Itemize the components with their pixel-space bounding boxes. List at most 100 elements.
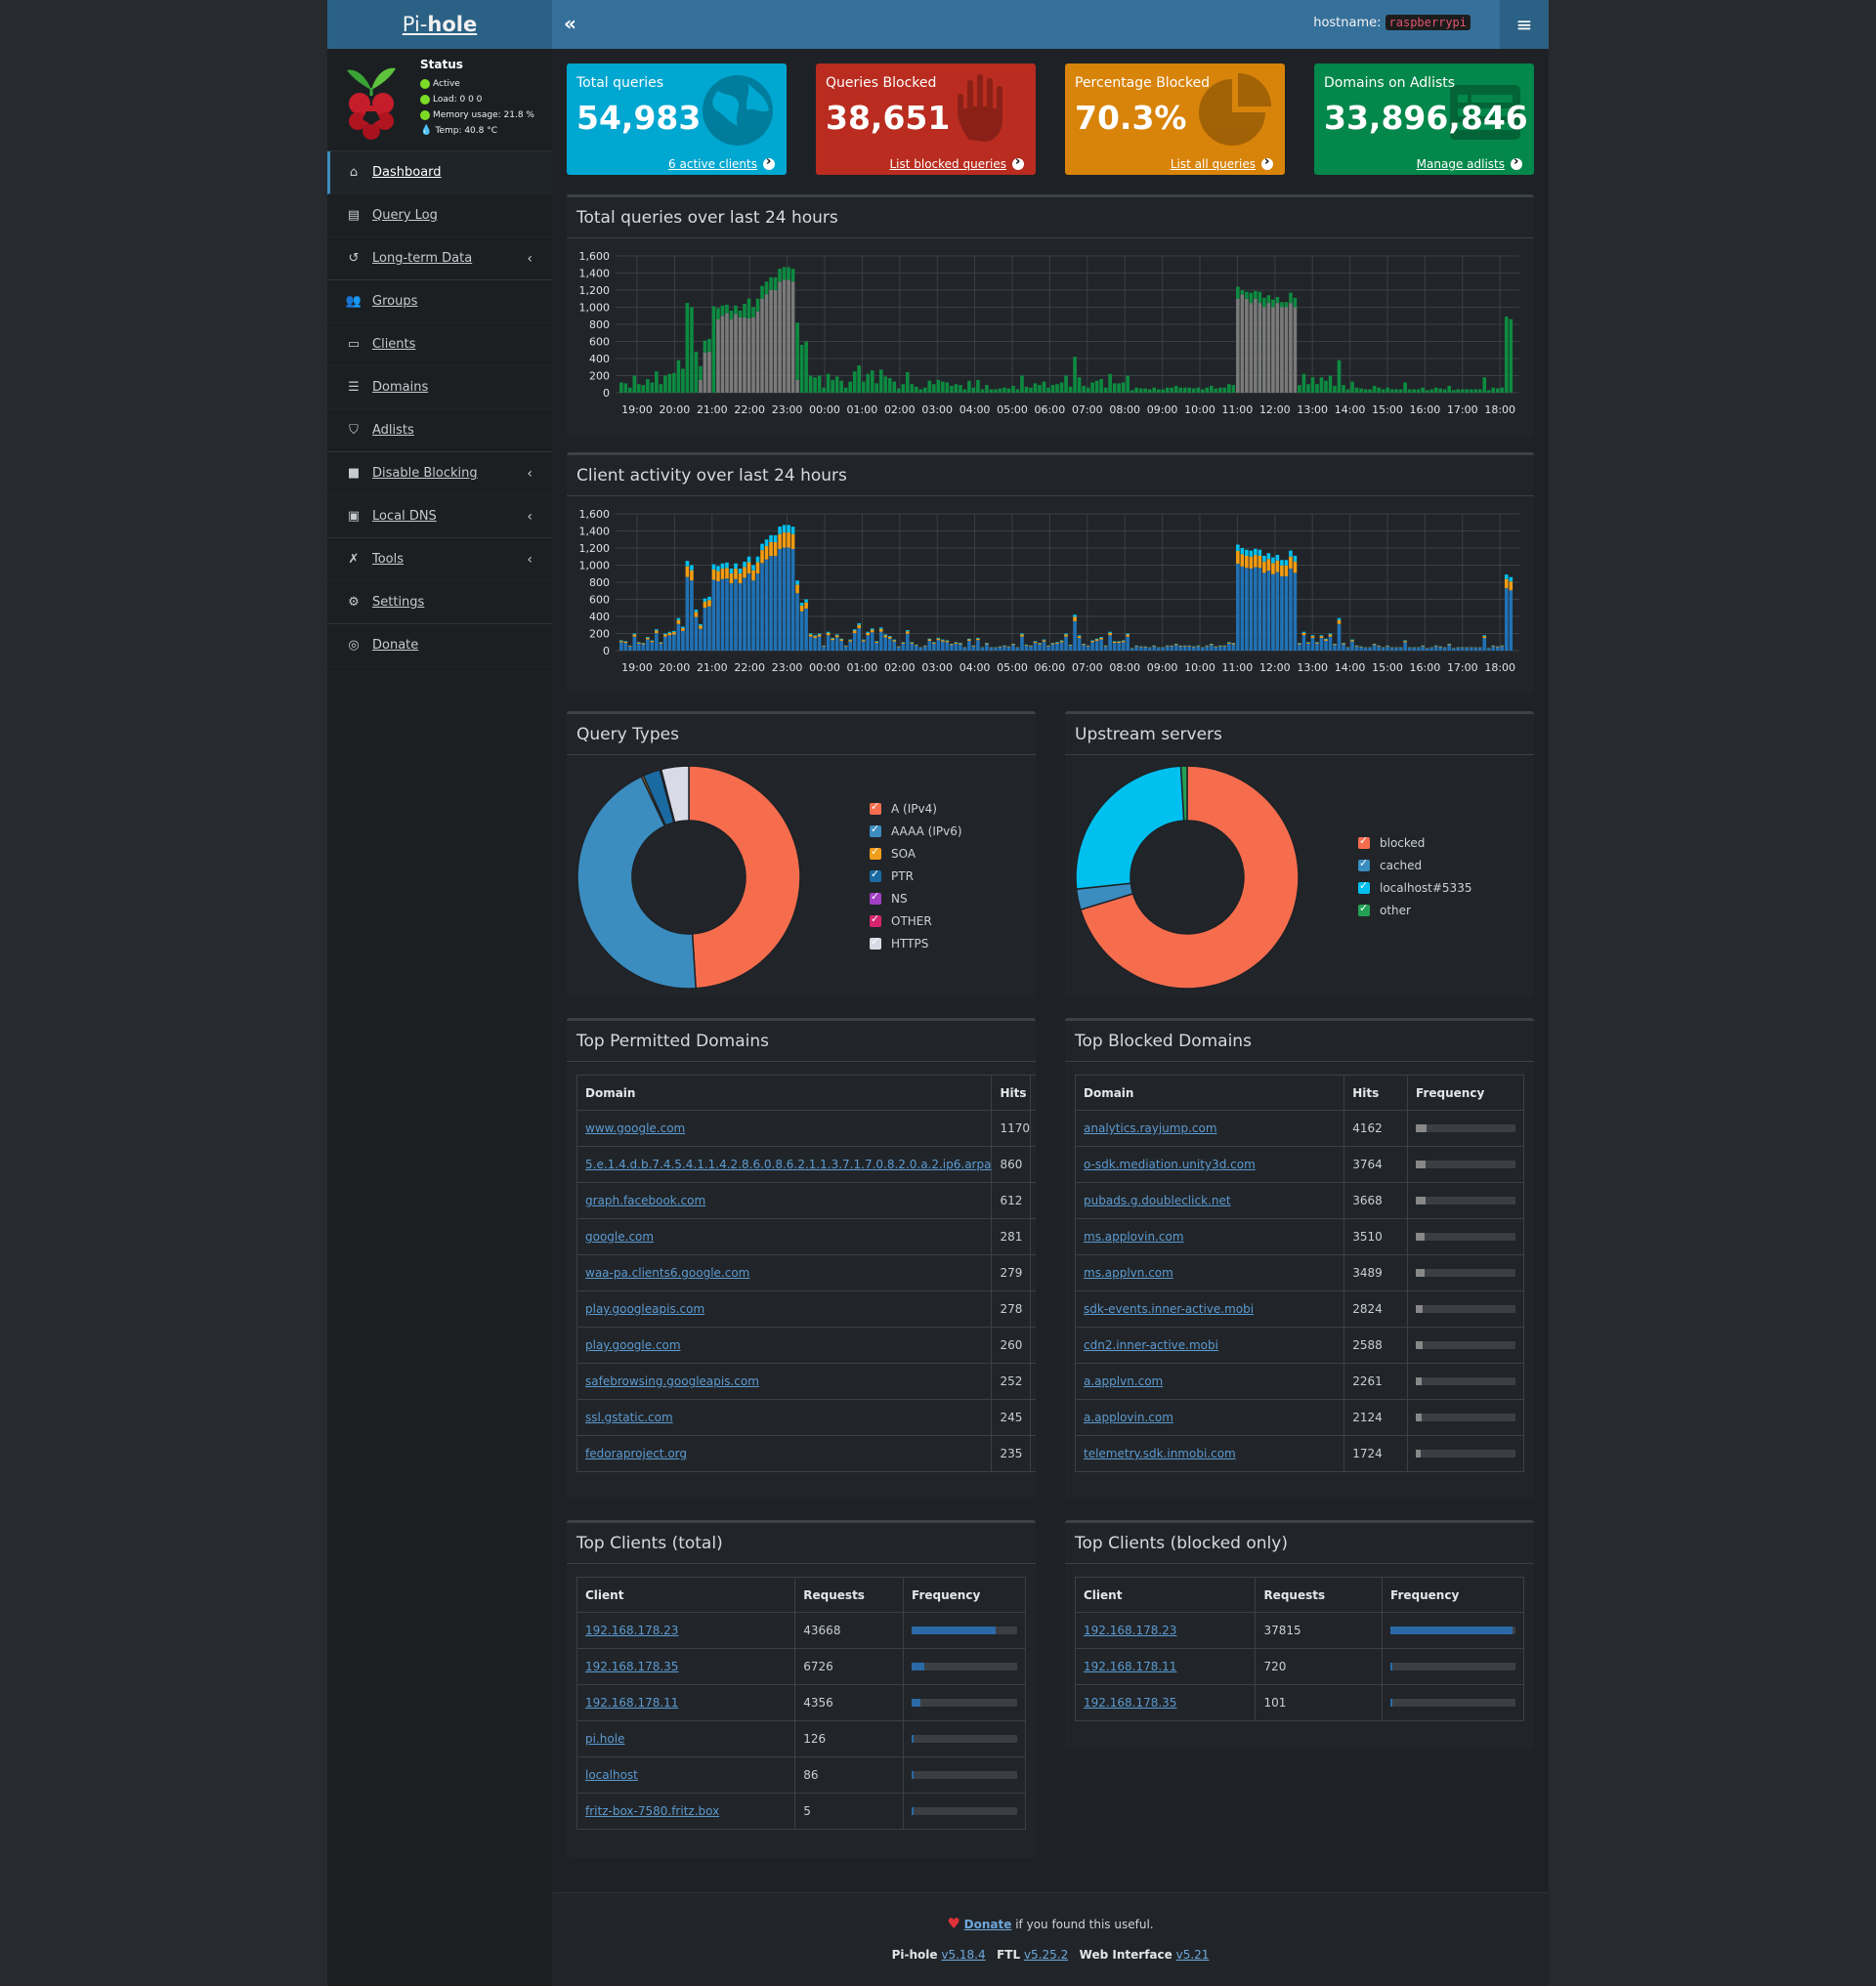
bar-permitted[interactable] <box>1011 386 1015 393</box>
bar-client-activity[interactable] <box>1359 647 1363 651</box>
row-link[interactable]: graph.facebook.com <box>585 1194 706 1207</box>
legend-checkbox-icon[interactable] <box>870 912 881 927</box>
bar-permitted[interactable] <box>1196 387 1201 393</box>
bar-client-activity[interactable] <box>980 648 985 651</box>
legend-item[interactable]: blocked <box>1358 831 1471 854</box>
bar-client-activity[interactable] <box>1033 641 1038 642</box>
bar-client-activity[interactable] <box>954 643 959 651</box>
bar-client-activity[interactable] <box>738 569 743 574</box>
bar-client-activity[interactable] <box>1249 569 1254 651</box>
bar-client-activity[interactable] <box>1254 555 1258 568</box>
bar-client-activity[interactable] <box>1073 614 1077 617</box>
bar-permitted[interactable] <box>795 322 799 380</box>
bar-client-activity[interactable] <box>672 630 676 633</box>
bar-client-activity[interactable] <box>1006 647 1011 651</box>
bar-client-activity[interactable] <box>1020 636 1024 651</box>
bar-permitted[interactable] <box>1240 290 1245 295</box>
sidebar-item-long-term-data[interactable]: ↺ Long-term Data ‹ <box>327 237 552 280</box>
bar-client-activity[interactable] <box>641 643 646 645</box>
bar-client-activity[interactable] <box>1196 646 1201 651</box>
bar-client-activity[interactable] <box>1042 640 1046 642</box>
bar-permitted[interactable] <box>650 382 655 394</box>
bar-client-activity[interactable] <box>1064 636 1068 651</box>
bar-client-activity[interactable] <box>799 611 804 651</box>
bar-client-activity[interactable] <box>1310 636 1315 639</box>
bar-client-activity[interactable] <box>637 643 641 651</box>
bar-permitted[interactable] <box>1306 384 1310 393</box>
bar-client-activity[interactable] <box>878 627 883 629</box>
bar-permitted[interactable] <box>1024 386 1029 393</box>
bar-client-activity[interactable] <box>1284 565 1289 576</box>
bar-blocked[interactable] <box>773 290 778 393</box>
bar-permitted[interactable] <box>773 276 778 290</box>
bar-permitted[interactable] <box>1077 377 1082 393</box>
bar-client-activity[interactable] <box>1138 646 1143 648</box>
bar-blocked[interactable] <box>1240 294 1245 393</box>
bar-client-activity[interactable] <box>1050 643 1055 645</box>
bar-client-activity[interactable] <box>1447 645 1451 651</box>
bar-permitted[interactable] <box>1170 387 1174 393</box>
bar-client-activity[interactable] <box>1377 646 1381 647</box>
bar-client-activity[interactable] <box>1254 548 1258 556</box>
bar-blocked[interactable] <box>1275 303 1280 393</box>
bar-permitted[interactable] <box>950 386 954 393</box>
bar-client-activity[interactable] <box>1090 642 1094 651</box>
legend-checkbox-icon[interactable] <box>870 800 881 815</box>
bar-permitted[interactable] <box>787 267 790 280</box>
bar-client-activity[interactable] <box>1055 642 1059 644</box>
bar-client-activity[interactable] <box>901 642 906 643</box>
bar-client-activity[interactable] <box>1359 646 1363 648</box>
bar-client-activity[interactable] <box>813 638 817 651</box>
legend-item[interactable]: SOA <box>870 842 962 865</box>
bar-client-activity[interactable] <box>1222 646 1227 651</box>
bar-client-activity[interactable] <box>1064 634 1068 637</box>
bar-permitted[interactable] <box>1187 387 1192 393</box>
bar-client-activity[interactable] <box>632 636 637 651</box>
bar-client-activity[interactable] <box>826 635 831 651</box>
bar-permitted[interactable] <box>813 377 817 393</box>
bar-client-activity[interactable] <box>1482 636 1487 639</box>
bar-permitted[interactable] <box>808 375 813 394</box>
bar-client-activity[interactable] <box>1015 648 1020 651</box>
bar-client-activity[interactable] <box>637 642 641 644</box>
row-link[interactable]: play.googleapis.com <box>585 1302 705 1316</box>
bar-permitted[interactable] <box>1191 388 1196 393</box>
bar-client-activity[interactable] <box>659 643 663 651</box>
list-blocked-queries-link[interactable]: List blocked queries <box>889 154 1024 171</box>
bar-blocked[interactable] <box>790 281 795 393</box>
bar-client-activity[interactable] <box>852 629 857 631</box>
bar-client-activity[interactable] <box>1350 640 1354 642</box>
bar-client-activity[interactable] <box>959 644 962 651</box>
bar-client-activity[interactable] <box>795 580 799 585</box>
column-header-domain[interactable]: Domain <box>1074 1075 1345 1111</box>
bar-client-activity[interactable] <box>746 562 751 574</box>
column-header-client[interactable]: Client <box>1074 1577 1257 1613</box>
row-link[interactable]: waa-pa.clients6.google.com <box>585 1266 750 1280</box>
bar-client-activity[interactable] <box>1218 646 1222 651</box>
bar-client-activity[interactable] <box>720 569 725 579</box>
bar-client-activity[interactable] <box>1258 549 1262 556</box>
bar-permitted[interactable] <box>1469 389 1473 394</box>
bar-client-activity[interactable] <box>1117 641 1121 644</box>
bar-client-activity[interactable] <box>892 639 897 641</box>
bar-client-activity[interactable] <box>681 630 685 651</box>
bar-client-activity[interactable] <box>1112 641 1117 642</box>
bar-client-activity[interactable] <box>1152 646 1156 647</box>
bar-permitted[interactable] <box>1280 302 1284 308</box>
bar-permitted[interactable] <box>1377 387 1381 393</box>
bar-client-activity[interactable] <box>703 601 707 609</box>
bar-client-activity[interactable] <box>945 640 950 642</box>
bar-permitted[interactable] <box>1333 386 1337 393</box>
bar-client-activity[interactable] <box>751 580 755 651</box>
bar-client-activity[interactable] <box>887 637 892 639</box>
bar-permitted[interactable] <box>659 384 663 393</box>
web-version-link[interactable]: v5.21 <box>1175 1948 1210 1962</box>
bar-permitted[interactable] <box>959 385 962 393</box>
bar-client-activity[interactable] <box>676 619 681 624</box>
bar-permitted[interactable] <box>831 379 834 393</box>
bar-client-activity[interactable] <box>1262 555 1266 562</box>
column-header-frequency[interactable]: F <box>1030 1075 1036 1111</box>
bar-client-activity[interactable] <box>1011 644 1015 646</box>
bar-client-activity[interactable] <box>848 640 852 642</box>
bar-permitted[interactable] <box>1491 387 1496 393</box>
